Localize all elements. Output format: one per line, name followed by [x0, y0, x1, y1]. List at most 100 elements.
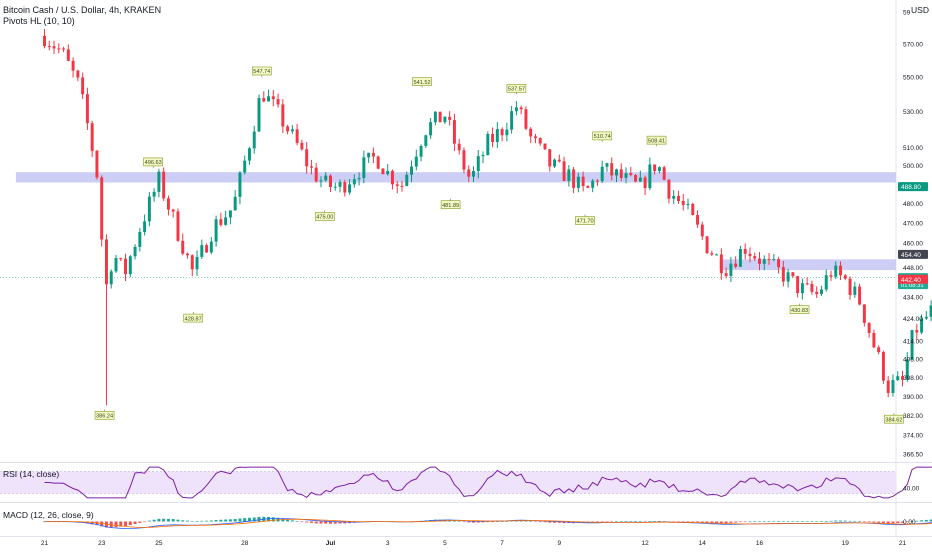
macd-label[interactable]: MACD (12, 26, close, 9): [3, 510, 94, 520]
candle-body: [134, 247, 137, 256]
candle: [563, 157, 566, 181]
pivot-label: 508.41: [647, 136, 666, 146]
candle-body: [715, 254, 718, 255]
macd-hist-bar: [791, 521, 794, 522]
date-tick-label: 5: [443, 540, 447, 547]
candle: [424, 135, 427, 148]
macd-hist-bar: [648, 521, 651, 522]
candle-body: [544, 143, 547, 149]
macd-hist-bar: [758, 521, 761, 522]
candle-body: [486, 134, 489, 155]
macd-hist-bar: [925, 520, 928, 522]
macd-hist-bar: [625, 521, 628, 522]
macd-hist-bar: [157, 519, 160, 522]
candle: [439, 112, 442, 123]
currency-label[interactable]: USD: [911, 5, 929, 15]
candle-body: [43, 36, 46, 46]
macd-hist-bar: [801, 521, 804, 522]
macd-hist-bar: [176, 520, 179, 522]
pivot-value: 547.74: [253, 69, 270, 75]
candle: [367, 153, 370, 163]
candle-body: [839, 266, 842, 276]
candle: [296, 124, 299, 145]
pivot-label: 537.57: [507, 84, 526, 94]
candle-body: [472, 171, 475, 177]
macd-hist-bar: [820, 521, 823, 522]
candle-body: [334, 187, 337, 188]
candle: [672, 190, 675, 204]
candle-body: [806, 283, 809, 284]
candle-body: [553, 160, 556, 167]
candle: [882, 351, 885, 384]
macd-hist-bar: [310, 522, 313, 523]
candle: [553, 158, 556, 168]
candle: [896, 371, 899, 381]
macd-hist-bar: [891, 522, 894, 524]
candle: [305, 142, 308, 174]
macd-hist-bar: [887, 522, 890, 524]
candle-body: [820, 290, 823, 295]
candle: [558, 155, 561, 163]
candle-body: [868, 323, 871, 333]
candle-body: [424, 135, 427, 146]
macd-hist-bar: [462, 522, 465, 523]
candle: [872, 330, 875, 348]
symbol-title[interactable]: Bitcoin Cash / U.S. Dollar, 4h, KRAKEN: [3, 5, 161, 15]
candle-body: [701, 225, 704, 237]
candle-body: [267, 96, 270, 101]
price-tag-value: 454.40: [901, 252, 921, 259]
date-tick-label: 19: [842, 540, 850, 547]
date-tick-label: 16: [756, 540, 764, 547]
pivot-label: 541.52: [413, 78, 432, 88]
candle: [706, 236, 709, 254]
candle-body: [453, 120, 456, 144]
candle: [200, 240, 203, 259]
date-tick-label: 14: [699, 540, 707, 547]
candle-body: [305, 149, 308, 166]
rsi-label[interactable]: RSI (14, close): [3, 469, 59, 479]
candle: [258, 94, 261, 131]
candle: [644, 176, 647, 195]
macd-hist-bar: [896, 522, 899, 524]
pivot-value: 481.89: [442, 203, 459, 209]
candle-body: [358, 178, 361, 179]
pivot-label: 386.24: [95, 409, 114, 419]
candle: [48, 41, 51, 51]
candle-body: [625, 173, 628, 178]
candle: [243, 156, 246, 175]
candle-body: [567, 169, 570, 181]
date-tick-label: 9: [557, 540, 561, 547]
price-tick-label: 398.00: [903, 375, 923, 382]
candle: [777, 257, 780, 274]
indicator-label[interactable]: Pivots HL (10, 10): [3, 16, 75, 26]
candle: [138, 228, 141, 252]
macd-hist-bar: [296, 521, 299, 522]
candle: [372, 147, 375, 163]
candle: [877, 345, 880, 354]
candle: [529, 127, 532, 143]
candle-body: [748, 254, 751, 256]
candle: [443, 116, 446, 124]
candle: [696, 210, 699, 227]
price-axis: 570.00550.00530.00510.00500.00480.00470.…: [903, 10, 923, 459]
macd-hist-bar: [153, 520, 156, 522]
price-tag: 454.40: [898, 250, 928, 259]
candle-body: [696, 215, 699, 225]
candle: [219, 213, 222, 227]
macd-hist-bar: [496, 521, 499, 522]
candle-body: [162, 172, 165, 199]
candle-body: [119, 258, 122, 259]
candle-body: [200, 245, 203, 257]
macd-hist-bar: [863, 522, 866, 523]
candle: [701, 222, 704, 240]
candle-body: [706, 236, 709, 253]
pivot-value: 496.63: [145, 160, 162, 166]
date-tick-label: 7: [500, 540, 504, 547]
candle-body: [720, 254, 723, 273]
candle-body: [777, 259, 780, 267]
macd-hist-bar: [739, 522, 742, 523]
candle: [853, 282, 856, 298]
candle: [691, 203, 694, 216]
